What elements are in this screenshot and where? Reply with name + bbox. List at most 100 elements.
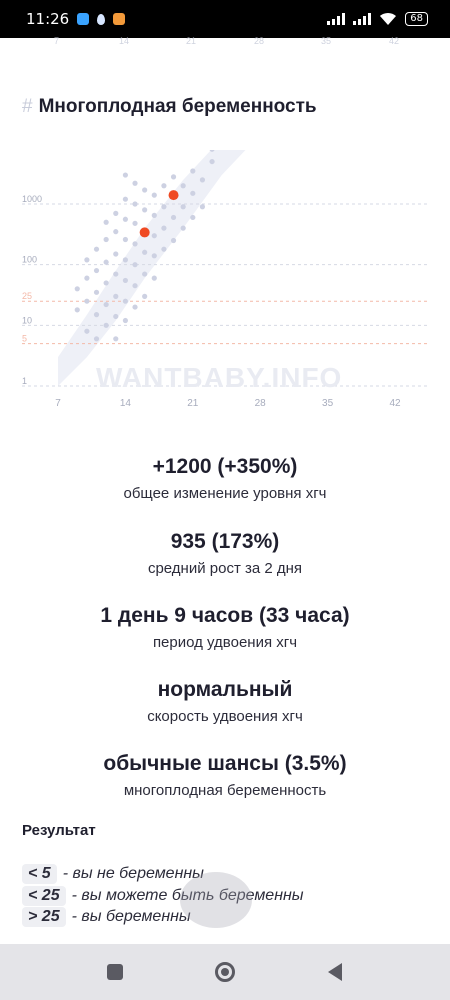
reference-point (132, 283, 138, 289)
y-tick-label: 5 (22, 334, 27, 344)
top-axis-tick: 35 (321, 36, 332, 46)
reference-point (113, 229, 119, 235)
stat-avg-growth: 935 (173%) средний рост за 2 дня (0, 530, 450, 577)
navigation-bar (0, 944, 450, 1000)
reference-point (74, 307, 80, 313)
app-notification-icon (77, 13, 90, 25)
reference-point (132, 304, 138, 310)
hcg-chart: 1000000100000100001000100251051714212835… (0, 150, 450, 420)
x-tick-label: 14 (120, 398, 132, 409)
stat-label: многоплодная беременность (123, 782, 327, 799)
reference-point (151, 192, 157, 198)
threshold-chip: < 25 (22, 886, 66, 906)
reference-point (132, 220, 138, 226)
reference-point (170, 237, 177, 244)
reference-point (132, 201, 138, 207)
stat-label: скорость удвоения хгч (147, 708, 303, 725)
y-tick-label: 100 (22, 255, 37, 265)
user-point (139, 227, 150, 238)
reference-point (151, 275, 157, 281)
stat-value: 935 (173%) (170, 530, 280, 553)
reference-point (142, 271, 148, 277)
reference-point (113, 336, 119, 342)
result-row: < 25 - вы можете быть беременны (22, 886, 304, 906)
reference-point (142, 249, 148, 255)
drop-icon (97, 13, 106, 25)
x-tick-label: 7 (55, 398, 61, 409)
reference-point (122, 298, 128, 304)
stat-doubling-speed: нормальный скорость удвоения хгч (0, 678, 450, 725)
x-tick-label: 35 (322, 398, 334, 409)
result-row: < 5 - вы не беременны (22, 864, 204, 884)
result-title: Результат (22, 822, 96, 839)
stat-label: общее изменение уровня хгч (123, 485, 327, 502)
stat-label: средний рост за 2 дня (147, 560, 303, 577)
reference-point (161, 183, 167, 189)
reference-point (122, 236, 128, 243)
reference-point (84, 298, 90, 304)
y-tick-label: 25 (22, 291, 32, 301)
home-icon (215, 962, 235, 982)
threshold-chip: > 25 (22, 907, 66, 927)
reference-point (103, 259, 109, 265)
reference-point (122, 277, 128, 284)
reference-point (151, 253, 157, 259)
home-button[interactable] (205, 952, 245, 992)
reference-point (161, 225, 167, 231)
recents-icon (107, 964, 123, 980)
x-tick-label: 28 (255, 398, 267, 409)
reference-point (209, 158, 215, 165)
top-axis-tick: 14 (119, 36, 130, 46)
stat-doubling-period: 1 день 9 часов (33 часа) период удвоения… (0, 604, 450, 651)
reference-point (122, 317, 128, 324)
reference-point (113, 293, 119, 299)
top-axis-remnant: 7 14 21 28 35 42 (0, 36, 450, 48)
result-text: - вы беременны (71, 908, 191, 925)
watermark: WANTBABY.INFO (96, 362, 343, 393)
reference-point (142, 293, 148, 299)
reference-point (113, 210, 119, 216)
reference-point (103, 236, 109, 243)
wifi-icon (380, 12, 397, 25)
recents-button[interactable] (95, 952, 135, 992)
reference-point (142, 187, 148, 193)
top-axis-tick: 42 (389, 36, 400, 46)
reference-point (132, 262, 138, 268)
section-title-text: Многоплодная беременность (38, 96, 317, 117)
status-bar: 11:26 68 (0, 0, 450, 38)
back-button[interactable] (315, 952, 355, 992)
stat-label: период удвоения хгч (152, 634, 298, 651)
reference-point (132, 180, 138, 186)
top-axis-tick: 7 (54, 36, 60, 46)
reference-point (93, 267, 100, 274)
signal-icon (353, 13, 372, 25)
hcg-chart-svg: 1000000100000100001000100251051714212835… (22, 150, 428, 409)
reference-point (161, 204, 167, 210)
result-text: - вы не беременны (62, 865, 204, 882)
reference-point (209, 150, 215, 152)
stat-multiple-pregnancy: обычные шансы (3.5%) многоплодная береме… (0, 752, 450, 799)
reference-point (170, 214, 177, 221)
reference-point (103, 219, 109, 225)
reference-point (199, 204, 206, 210)
app-notification-icon (113, 13, 126, 25)
stat-total-change: +1200 (+350%) общее изменение уровня хгч (0, 455, 450, 502)
reference-point (93, 289, 100, 295)
reference-point (180, 225, 186, 231)
reference-point (93, 246, 100, 252)
reference-point (84, 328, 90, 334)
section-title: # Многоплодная беременность (22, 96, 317, 118)
reference-point (180, 183, 186, 189)
reference-point (132, 241, 138, 247)
x-tick-label: 42 (389, 398, 401, 409)
reference-band (58, 150, 246, 386)
touch-indicator (180, 872, 252, 928)
result-row: > 25 - вы беременны (22, 907, 191, 927)
reference-point (190, 214, 196, 221)
y-tick-label: 1000 (22, 194, 42, 204)
reference-point (151, 233, 157, 239)
reference-point (122, 172, 128, 178)
reference-point (93, 336, 100, 342)
reference-point (84, 275, 90, 281)
